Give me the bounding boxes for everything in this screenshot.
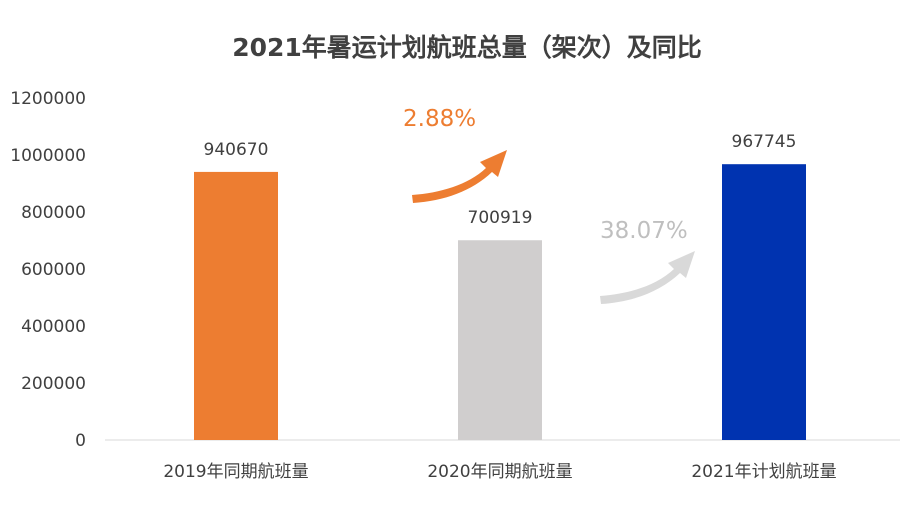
data-label: 700919: [468, 208, 533, 228]
y-tick-label: 200000: [21, 374, 86, 394]
bar-2020: [458, 240, 542, 440]
y-tick-label: 800000: [21, 203, 86, 223]
bar-2021: [722, 164, 806, 440]
growth-annotation: 38.07%: [600, 218, 688, 244]
bar-2019: [194, 171, 278, 440]
data-label: 967745: [732, 132, 797, 152]
y-tick-label: 1200000: [10, 89, 86, 109]
x-tick-label: 2021年计划航班量: [691, 462, 836, 482]
y-tick-label: 600000: [21, 260, 86, 280]
growth-arrow-icon: [600, 251, 695, 304]
x-tick-label: 2020年同期航班量: [427, 462, 572, 482]
y-axis: 0 200000 400000 600000 800000 1000000 12…: [10, 89, 86, 451]
data-labels: 940670 700919 967745: [204, 132, 797, 228]
data-label: 940670: [204, 140, 269, 160]
y-tick-label: 0: [75, 431, 86, 451]
chart-title: 2021年暑运计划航班总量（架次）及同比: [232, 33, 702, 62]
bars: [194, 164, 806, 440]
x-tick-label: 2019年同期航班量: [163, 462, 308, 482]
x-axis: 2019年同期航班量 2020年同期航班量 2021年计划航班量: [163, 462, 836, 482]
y-tick-label: 400000: [21, 317, 86, 337]
y-tick-label: 1000000: [10, 146, 86, 166]
growth-annotation: 2.88%: [403, 106, 476, 132]
growth-arrow-icon: [412, 150, 507, 203]
